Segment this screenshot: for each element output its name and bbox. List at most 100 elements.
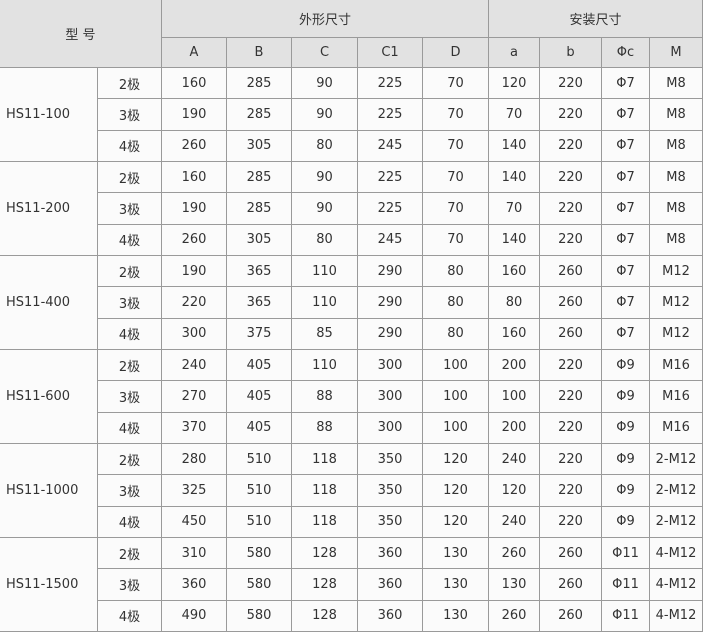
value-cell: 100 (423, 350, 489, 382)
value-cell: Φ7 (602, 224, 650, 256)
value-cell: 2-M12 (650, 475, 703, 507)
value-cell: 80 (423, 256, 489, 288)
value-cell: 160 (162, 162, 227, 194)
value-cell: 2-M12 (650, 506, 703, 538)
value-cell: 190 (162, 256, 227, 288)
column-header: C1 (358, 38, 423, 68)
value-cell: 140 (489, 130, 540, 162)
pole-count: 3极 (98, 381, 162, 413)
value-cell: 220 (162, 287, 227, 319)
value-cell: 370 (162, 412, 227, 444)
value-cell: 225 (358, 162, 423, 194)
model-name: HS11-1000 (0, 444, 98, 538)
value-cell: 70 (423, 162, 489, 194)
value-cell: Φ9 (602, 350, 650, 382)
value-cell: 220 (540, 412, 602, 444)
value-cell: 128 (292, 569, 358, 601)
value-cell: 225 (358, 99, 423, 131)
value-cell: 280 (162, 444, 227, 476)
value-cell: 190 (162, 99, 227, 131)
value-cell: 240 (489, 506, 540, 538)
value-cell: 260 (540, 256, 602, 288)
value-cell: 220 (540, 162, 602, 194)
value-cell: 80 (292, 130, 358, 162)
value-cell: 160 (162, 68, 227, 100)
pole-count: 4极 (98, 506, 162, 538)
value-cell: Φ11 (602, 538, 650, 570)
value-cell: 100 (489, 381, 540, 413)
value-cell: 140 (489, 224, 540, 256)
header-group: 安装尺寸 (489, 0, 703, 38)
value-cell: 120 (423, 506, 489, 538)
value-cell: 220 (540, 193, 602, 225)
value-cell: 360 (162, 569, 227, 601)
value-cell: 85 (292, 318, 358, 350)
value-cell: Φ9 (602, 412, 650, 444)
pole-count: 3极 (98, 475, 162, 507)
value-cell: 285 (227, 193, 292, 225)
value-cell: M8 (650, 130, 703, 162)
column-header: C (292, 38, 358, 68)
value-cell: 88 (292, 381, 358, 413)
value-cell: 80 (489, 287, 540, 319)
value-cell: 118 (292, 475, 358, 507)
pole-count: 3极 (98, 99, 162, 131)
value-cell: 88 (292, 412, 358, 444)
value-cell: M12 (650, 256, 703, 288)
value-cell: 580 (227, 538, 292, 570)
value-cell: 118 (292, 506, 358, 538)
pole-count: 2极 (98, 350, 162, 382)
value-cell: 510 (227, 506, 292, 538)
value-cell: 365 (227, 256, 292, 288)
value-cell: 260 (162, 130, 227, 162)
value-cell: 80 (292, 224, 358, 256)
model-name: HS11-200 (0, 162, 98, 256)
pole-count: 3极 (98, 569, 162, 601)
value-cell: M16 (650, 412, 703, 444)
value-cell: 90 (292, 99, 358, 131)
value-cell: Φ9 (602, 381, 650, 413)
value-cell: 70 (423, 193, 489, 225)
value-cell: Φ7 (602, 162, 650, 194)
value-cell: 220 (540, 381, 602, 413)
value-cell: 260 (540, 318, 602, 350)
value-cell: 220 (540, 130, 602, 162)
value-cell: 70 (423, 130, 489, 162)
value-cell: M12 (650, 318, 703, 350)
value-cell: 130 (423, 538, 489, 570)
value-cell: 405 (227, 381, 292, 413)
value-cell: 405 (227, 412, 292, 444)
value-cell: Φ11 (602, 569, 650, 601)
column-header: D (423, 38, 489, 68)
value-cell: 220 (540, 224, 602, 256)
value-cell: 160 (489, 256, 540, 288)
value-cell: M8 (650, 99, 703, 131)
value-cell: 90 (292, 193, 358, 225)
column-header: M (650, 38, 703, 68)
value-cell: 260 (540, 287, 602, 319)
value-cell: 128 (292, 600, 358, 632)
value-cell: 200 (489, 412, 540, 444)
value-cell: 220 (540, 475, 602, 507)
pole-count: 2极 (98, 444, 162, 476)
value-cell: 220 (540, 99, 602, 131)
value-cell: 360 (358, 538, 423, 570)
value-cell: Φ7 (602, 68, 650, 100)
value-cell: 260 (540, 538, 602, 570)
pole-count: 2极 (98, 162, 162, 194)
value-cell: 110 (292, 256, 358, 288)
value-cell: 220 (540, 68, 602, 100)
pole-count: 4极 (98, 130, 162, 162)
model-name: HS11-1500 (0, 538, 98, 632)
value-cell: 190 (162, 193, 227, 225)
value-cell: 120 (489, 475, 540, 507)
value-cell: M8 (650, 193, 703, 225)
value-cell: 300 (358, 350, 423, 382)
value-cell: 80 (423, 287, 489, 319)
pole-count: 4极 (98, 318, 162, 350)
value-cell: 90 (292, 68, 358, 100)
value-cell: 70 (423, 99, 489, 131)
value-cell: 160 (489, 318, 540, 350)
value-cell: Φ11 (602, 600, 650, 632)
value-cell: 128 (292, 538, 358, 570)
